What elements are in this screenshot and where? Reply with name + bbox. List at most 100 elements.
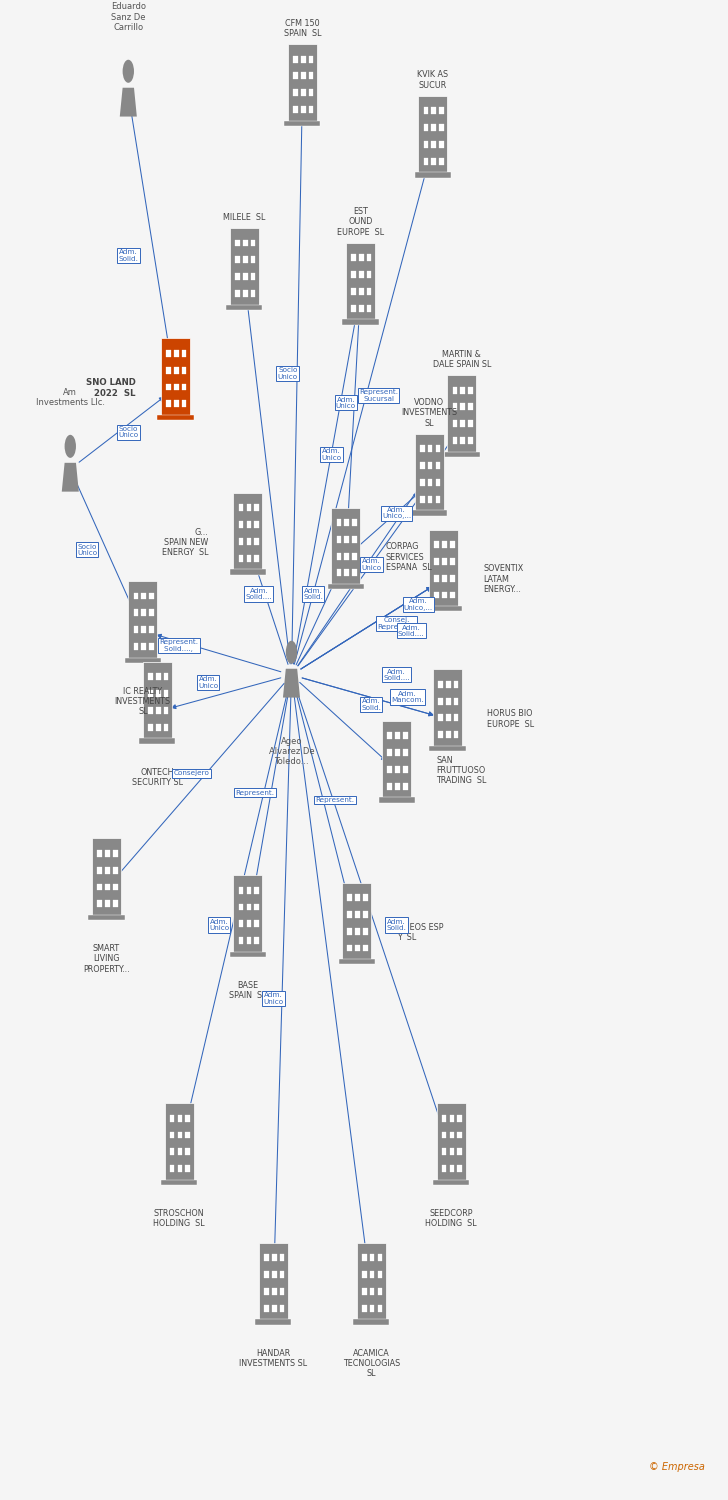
Bar: [254, 921, 259, 927]
Bar: [161, 339, 190, 416]
Bar: [178, 1114, 182, 1122]
Bar: [453, 436, 457, 444]
Bar: [367, 272, 371, 278]
Text: Adm.
Unico,...: Adm. Unico,...: [382, 507, 411, 519]
Bar: [344, 519, 349, 526]
Text: CORPAG
SERVICES
ESPANA  SL: CORPAG SERVICES ESPANA SL: [386, 543, 432, 572]
Bar: [239, 538, 243, 544]
Bar: [442, 1114, 446, 1122]
Bar: [301, 56, 306, 63]
Bar: [453, 404, 457, 411]
Text: MILELE  SL: MILELE SL: [223, 213, 266, 222]
Bar: [105, 884, 110, 891]
Bar: [243, 290, 248, 297]
Bar: [370, 1272, 374, 1278]
Bar: [443, 574, 447, 582]
Text: © Empresa: © Empresa: [649, 1462, 705, 1472]
Bar: [254, 520, 259, 528]
Bar: [178, 1166, 182, 1172]
Bar: [362, 1254, 367, 1262]
Bar: [247, 886, 251, 894]
Bar: [370, 1254, 374, 1262]
Bar: [454, 714, 459, 722]
Bar: [395, 783, 400, 789]
Bar: [460, 387, 465, 393]
Bar: [403, 766, 408, 772]
Bar: [293, 90, 298, 96]
Bar: [256, 1320, 291, 1324]
Text: IC REALTY
INVESTMENTS
SL: IC REALTY INVESTMENTS SL: [115, 687, 171, 717]
Bar: [454, 698, 459, 705]
Bar: [239, 555, 243, 561]
Text: Adm.
Unico: Adm. Unico: [198, 676, 218, 688]
Bar: [351, 272, 356, 278]
Bar: [450, 1166, 454, 1172]
Bar: [264, 1254, 269, 1262]
Bar: [288, 44, 317, 120]
Bar: [444, 452, 480, 458]
Text: Adm.
Unico: Adm. Unico: [209, 918, 229, 932]
Bar: [435, 446, 440, 453]
Text: Represent.: Represent.: [236, 789, 274, 795]
Bar: [230, 228, 259, 304]
Bar: [359, 254, 363, 261]
Bar: [156, 706, 160, 714]
Bar: [280, 1305, 285, 1312]
Polygon shape: [283, 669, 300, 698]
Text: EST
OUND
EUROPE  SL: EST OUND EUROPE SL: [337, 207, 384, 237]
Bar: [178, 1131, 182, 1138]
Bar: [254, 903, 259, 910]
Bar: [301, 72, 306, 80]
Bar: [382, 722, 411, 798]
Text: SOVENTIX
LATAM
ENERGY...: SOVENTIX LATAM ENERGY...: [483, 564, 524, 594]
Bar: [357, 1244, 386, 1320]
Text: SMART
LIVING
PROPERTY...: SMART LIVING PROPERTY...: [83, 944, 130, 974]
Bar: [344, 570, 349, 576]
Text: SAN
FRUTTUOSO
TRADING  SL: SAN FRUTTUOSO TRADING SL: [437, 756, 487, 786]
Text: Am
Investments Llc.: Am Investments Llc.: [36, 388, 105, 406]
Text: Adm.
Solid.: Adm. Solid.: [119, 249, 138, 262]
Bar: [133, 644, 138, 650]
Bar: [336, 519, 341, 526]
Bar: [342, 882, 371, 959]
Bar: [454, 681, 459, 687]
Bar: [293, 72, 298, 80]
Bar: [378, 1272, 382, 1278]
Bar: [351, 254, 356, 261]
Bar: [182, 400, 186, 406]
Bar: [247, 520, 251, 528]
Text: HORUS BIO
EUROPE  SL: HORUS BIO EUROPE SL: [487, 710, 534, 729]
Bar: [457, 1166, 462, 1172]
Bar: [309, 72, 313, 80]
Bar: [247, 504, 251, 512]
Bar: [438, 681, 443, 687]
Bar: [430, 746, 465, 752]
Bar: [166, 400, 171, 406]
Bar: [435, 574, 439, 582]
Bar: [186, 1149, 190, 1155]
Bar: [457, 1149, 462, 1155]
Text: Adm.
Unico: Adm. Unico: [361, 558, 381, 572]
Bar: [352, 570, 357, 576]
Text: CFM 150
SPAIN  SL: CFM 150 SPAIN SL: [284, 18, 321, 38]
Bar: [164, 706, 168, 714]
Bar: [424, 141, 428, 147]
Bar: [387, 766, 392, 772]
Bar: [98, 884, 102, 891]
Bar: [403, 748, 408, 756]
Bar: [234, 874, 263, 951]
Bar: [280, 1254, 285, 1262]
Bar: [235, 240, 240, 246]
Bar: [309, 56, 313, 63]
Bar: [264, 1288, 269, 1294]
Bar: [133, 626, 138, 633]
Bar: [141, 592, 146, 600]
Bar: [133, 609, 138, 616]
Polygon shape: [62, 464, 79, 492]
Bar: [428, 446, 432, 453]
Text: Socio
Unico: Socio Unico: [278, 368, 298, 380]
Bar: [157, 416, 194, 420]
Bar: [438, 698, 443, 705]
Bar: [293, 56, 298, 63]
Bar: [113, 867, 117, 873]
